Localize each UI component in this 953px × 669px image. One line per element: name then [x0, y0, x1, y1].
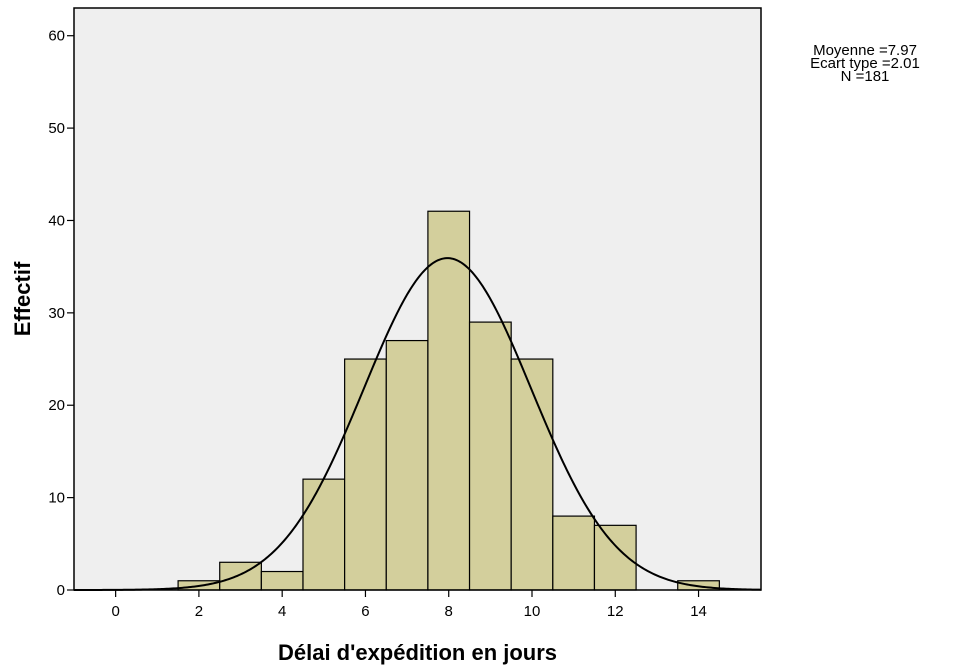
x-tick-label: 10: [524, 603, 541, 620]
histogram-bar: [510, 358, 554, 591]
x-tick-label: 4: [278, 603, 286, 620]
histogram-bar: [427, 210, 471, 591]
x-tick-label: 0: [111, 603, 119, 620]
y-tick-label: 40: [48, 212, 65, 229]
x-tick-label: 2: [195, 603, 203, 620]
histogram-bar: [385, 339, 429, 591]
histogram-bar: [552, 515, 596, 591]
y-tick-label: 10: [48, 490, 65, 507]
histogram-bar: [593, 524, 637, 591]
y-axis: 0 10 20 30 40 50 60: [48, 28, 74, 599]
bars-group: [177, 210, 720, 591]
plot-frame: [73, 7, 762, 591]
y-tick-label: 50: [48, 120, 65, 137]
normal-curve: [74, 257, 762, 591]
y-tick-label: 30: [48, 305, 65, 322]
y-axis-label: Effectif: [10, 261, 35, 336]
histogram-bar: [260, 570, 304, 591]
histogram-bar: [468, 321, 512, 591]
x-tick-label: 8: [445, 603, 453, 620]
x-tick-label: 6: [361, 603, 369, 620]
x-tick-label: 14: [690, 603, 707, 620]
x-tick-label: 12: [607, 603, 624, 620]
histogram-bar: [302, 478, 346, 591]
histogram-bar: [344, 358, 387, 591]
x-axis-label: Délai d'expédition en jours: [278, 640, 557, 665]
y-tick-label: 60: [48, 28, 65, 45]
y-tick-label: 0: [57, 582, 65, 599]
y-tick-label: 20: [48, 397, 65, 414]
mean-text: Moyenne =7.97: [813, 42, 917, 59]
n-text: N =181: [840, 68, 890, 85]
statistics-box: Moyenne =7.97 Ecart type =2.01 N =181: [800, 42, 930, 85]
x-axis: 0 2 4 6 8 10 12 14: [111, 590, 707, 620]
sd-text: Ecart type =2.01: [810, 55, 920, 72]
